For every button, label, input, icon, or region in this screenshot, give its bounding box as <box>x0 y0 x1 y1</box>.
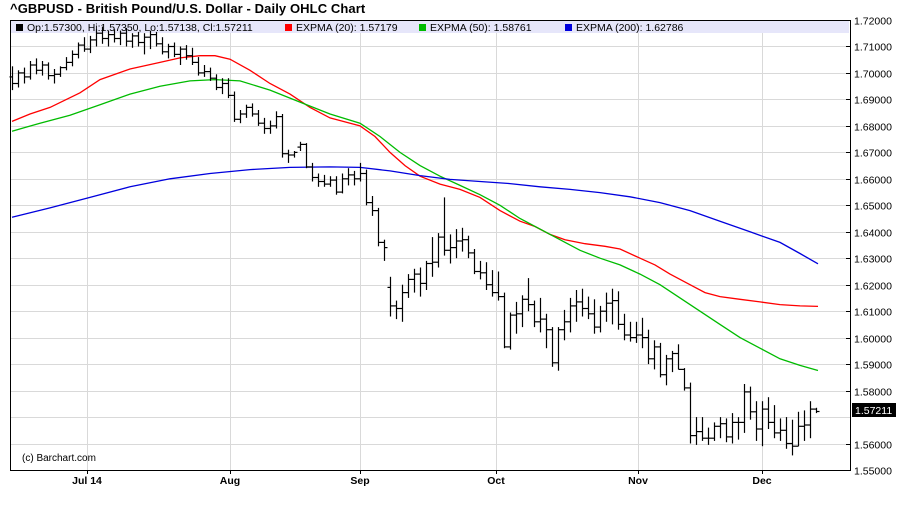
y-tick-label: 1.61000 <box>854 307 892 319</box>
y-tick-label: 1.58000 <box>854 387 892 399</box>
y-tick-label: 1.70000 <box>854 69 892 81</box>
copyright-text: (c) Barchart.com <box>22 453 96 464</box>
ema50-swatch-icon <box>419 24 426 31</box>
y-tick-label: 1.55000 <box>854 466 892 478</box>
y-tick-label: 1.60000 <box>854 334 892 346</box>
legend-ohlc-values: Op:1.57300, Hi:1.57350, Lo:1.57138, Cl:1… <box>27 22 253 34</box>
legend-ema50: EXPMA (50): 1.58761 <box>430 22 532 34</box>
x-tick-label: Nov <box>628 475 648 487</box>
moving-average-lines <box>11 55 819 372</box>
x-tick-label: Sep <box>350 475 369 487</box>
last-price-text: 1.57211 <box>855 405 892 417</box>
legend-bar: Op:1.57300, Hi:1.57350, Lo:1.57138, Cl:1… <box>11 21 849 34</box>
last-price-badge: 1.57211 <box>852 403 896 417</box>
y-tick-label: 1.62000 <box>854 281 892 293</box>
y-tick-label: 1.65000 <box>854 201 892 213</box>
legend-ema20: EXPMA (20): 1.57179 <box>296 22 398 34</box>
x-tick-label: Jul 14 <box>72 475 102 487</box>
ema-line-0 <box>11 55 819 308</box>
x-tick-label: Aug <box>220 475 240 487</box>
y-tick-label: 1.59000 <box>854 360 892 372</box>
y-tick-label: 1.67000 <box>854 148 892 160</box>
chart-title: ^GBPUSD - British Pound/U.S. Dollar - Da… <box>10 1 366 16</box>
legend-background <box>11 21 849 33</box>
x-axis: Jul 14 Aug Sep Oct Nov Dec <box>72 470 772 487</box>
x-tick-label: Dec <box>752 475 771 487</box>
plot-frame <box>10 20 851 471</box>
ema-line-2 <box>11 166 819 265</box>
ohlc-bars <box>9 26 820 456</box>
y-tick-label: 1.64000 <box>854 228 892 240</box>
ema20-swatch-icon <box>285 24 292 31</box>
y-tick-label: 1.68000 <box>854 122 892 134</box>
y-tick-label: 1.56000 <box>854 440 892 452</box>
y-tick-label: 1.72000 <box>854 16 892 28</box>
legend-ema200: EXPMA (200): 1.62786 <box>576 22 684 34</box>
y-tick-label: 1.66000 <box>854 175 892 187</box>
chart-gridlines <box>10 20 850 470</box>
ohlc-swatch-icon <box>16 24 23 31</box>
ema200-swatch-icon <box>565 24 572 31</box>
x-tick-label: Oct <box>487 475 505 487</box>
y-tick-label: 1.71000 <box>854 42 892 54</box>
ema-line-1 <box>11 78 819 372</box>
y-axis: 1.72000 1.71000 1.70000 1.69000 1.68000 1.670… <box>846 16 892 478</box>
y-tick-label: 1.63000 <box>854 254 892 266</box>
y-tick-label: 1.69000 <box>854 95 892 107</box>
